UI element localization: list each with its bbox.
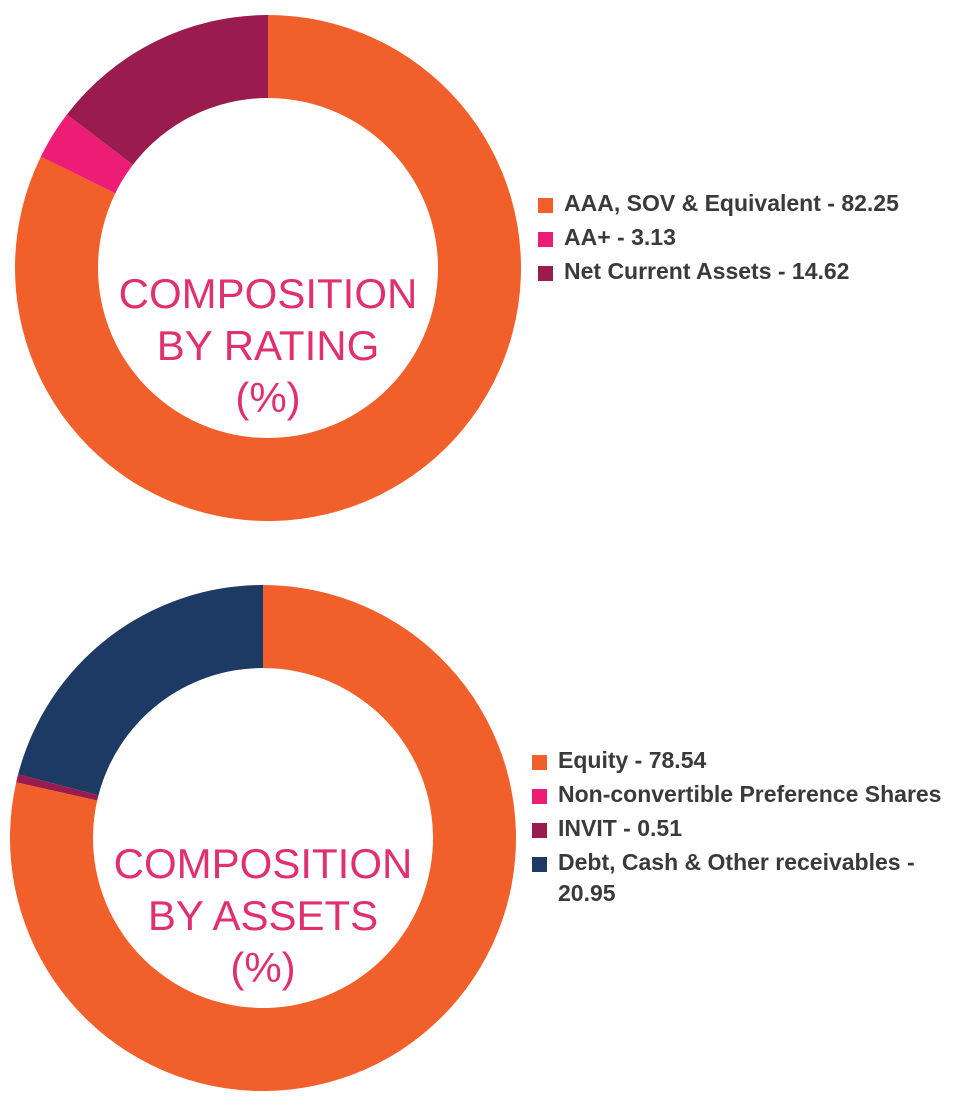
rating-legend-item-aaa: AAA, SOV & Equivalent - 82.25 bbox=[538, 188, 958, 219]
assets-legend-swatch-debt-cash bbox=[532, 857, 547, 872]
assets-title-line-1: COMPOSITION bbox=[113, 840, 413, 887]
assets-chart-panel: COMPOSITION BY ASSETS (%) Equity - 78.54… bbox=[0, 560, 964, 1105]
assets-title-line-2: BY ASSETS bbox=[147, 892, 379, 939]
rating-title-line-3: (%) bbox=[235, 374, 301, 421]
assets-legend-swatch-preference-shares bbox=[532, 789, 547, 804]
rating-title-line-2: BY RATING bbox=[156, 322, 380, 369]
rating-legend-label-aa-plus: AA+ - 3.13 bbox=[564, 224, 676, 250]
rating-legend-swatch-aaa bbox=[538, 198, 553, 213]
rating-legend-item-aa-plus: AA+ - 3.13 bbox=[538, 222, 958, 253]
rating-legend-label-net-current-assets: Net Current Assets - 14.62 bbox=[564, 258, 850, 284]
assets-legend-item-invit: INVIT - 0.51 bbox=[532, 813, 964, 844]
assets-legend-item-equity: Equity - 78.54 bbox=[532, 745, 964, 776]
assets-legend-label-equity: Equity - 78.54 bbox=[558, 747, 707, 773]
assets-title-line-3: (%) bbox=[230, 944, 296, 991]
assets-slice-debt-cash-other-receivables bbox=[18, 585, 263, 796]
rating-legend: AAA, SOV & Equivalent - 82.25 AA+ - 3.13… bbox=[538, 188, 958, 290]
rating-legend-swatch-aa-plus bbox=[538, 232, 553, 247]
rating-legend-swatch-net-current-assets bbox=[538, 266, 553, 281]
assets-legend-label-preference-shares: Non-convertible Preference Shares bbox=[558, 781, 942, 807]
assets-legend-label-invit: INVIT - 0.51 bbox=[558, 815, 682, 841]
rating-chart-title: COMPOSITION BY RATING (%) bbox=[88, 268, 448, 424]
assets-slice-invit bbox=[16, 774, 99, 801]
assets-legend-label-debt-cash: Debt, Cash & Other receivables - 20.95 bbox=[558, 849, 915, 906]
assets-legend-item-preference-shares: Non-convertible Preference Shares bbox=[532, 779, 964, 810]
rating-slice-aaa-sov-equivalent bbox=[14, 15, 521, 521]
assets-slice-equity bbox=[9, 585, 516, 1091]
rating-legend-item-net-current-assets: Net Current Assets - 14.62 bbox=[538, 256, 958, 287]
rating-chart-panel: COMPOSITION BY RATING (%) AAA, SOV & Equ… bbox=[0, 0, 964, 540]
assets-legend-swatch-equity bbox=[532, 755, 547, 770]
rating-legend-label-aaa: AAA, SOV & Equivalent - 82.25 bbox=[564, 190, 899, 216]
assets-legend-item-debt-cash: Debt, Cash & Other receivables - 20.95 bbox=[532, 847, 964, 909]
rating-title-line-1: COMPOSITION bbox=[118, 270, 418, 317]
assets-legend: Equity - 78.54 Non-convertible Preferenc… bbox=[532, 745, 964, 912]
rating-slice-aa bbox=[40, 114, 133, 194]
rating-slice-net-current-assets bbox=[66, 15, 268, 165]
assets-legend-swatch-invit bbox=[532, 823, 547, 838]
assets-donut-chart bbox=[9, 585, 516, 1091]
rating-donut-chart bbox=[14, 15, 521, 521]
assets-chart-title: COMPOSITION BY ASSETS (%) bbox=[83, 838, 443, 994]
